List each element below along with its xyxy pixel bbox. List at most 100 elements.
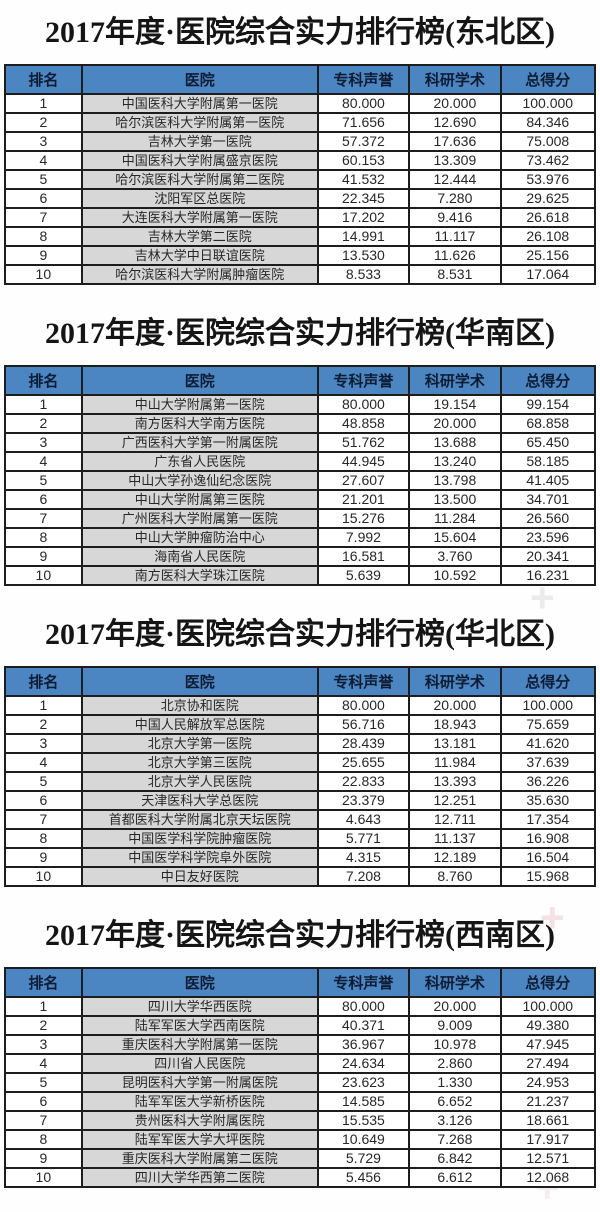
- total-score-cell: 12.068: [499, 1167, 597, 1188]
- table-row: 3 吉林大学第一医院 57.372 17.636 75.008: [4, 131, 597, 152]
- hospital-cell: 中国医科大学附属盛京医院: [80, 150, 319, 171]
- specialty-score-cell: 28.439: [316, 733, 411, 754]
- ranking-table-south-china: 排名 医院 专科声誉 科研学术 总得分 1 中山大学附属第一医院 80.000 19.…: [4, 365, 597, 586]
- research-score-cell: 19.154: [408, 394, 502, 415]
- hospital-cell: 中山大学附属第三医院: [80, 489, 319, 510]
- research-score-cell: 6.612: [408, 1167, 502, 1188]
- hospital-cell: 广州医科大学附属第一医院: [80, 508, 319, 529]
- header-specialty: 专科声誉: [316, 365, 411, 396]
- hospital-cell: 南方医科大学珠江医院: [80, 565, 319, 586]
- header-rank: 排名: [4, 666, 83, 697]
- section-north-china: 2017年度·医院综合实力排行榜(华北区) 排名 医院 专科声誉 科研学术 总得…: [0, 616, 600, 887]
- table-body: 1 中山大学附属第一医院 80.000 19.154 99.154 2 南方医科大学南方医院…: [4, 394, 597, 586]
- hospital-cell: 北京大学第一医院: [80, 733, 319, 754]
- specialty-score-cell: 23.623: [316, 1072, 411, 1093]
- header-hospital: 医院: [80, 666, 319, 697]
- research-score-cell: 7.268: [408, 1129, 502, 1150]
- header-specialty: 专科声誉: [316, 666, 411, 697]
- research-score-cell: 6.652: [408, 1091, 502, 1112]
- research-score-cell: 9.416: [408, 207, 502, 228]
- specialty-score-cell: 5.456: [316, 1167, 411, 1188]
- total-score-cell: 29.625: [499, 188, 597, 209]
- hospital-cell: 四川大学华西第二医院: [80, 1167, 319, 1188]
- research-score-cell: 20.000: [408, 996, 502, 1017]
- header-total: 总得分: [499, 666, 597, 697]
- specialty-score-cell: 17.202: [316, 207, 411, 228]
- total-score-cell: 35.630: [499, 790, 597, 811]
- table-row: 5 北京大学人民医院 22.833 13.393 36.226: [4, 771, 597, 792]
- rank-cell: 5: [4, 1072, 83, 1093]
- ranking-table-northeast: 排名 医院 专科声誉 科研学术 总得分 1 中国医科大学附属第一医院 80.000 2…: [4, 64, 597, 285]
- total-score-cell: 53.976: [499, 169, 597, 190]
- research-score-cell: 20.000: [408, 93, 502, 114]
- specialty-score-cell: 80.000: [316, 93, 411, 114]
- table-row: 7 广州医科大学附属第一医院 15.276 11.284 26.560: [4, 508, 597, 529]
- research-score-cell: 13.181: [408, 733, 502, 754]
- header-hospital: 医院: [80, 967, 319, 998]
- specialty-score-cell: 4.315: [316, 847, 411, 868]
- research-score-cell: 12.690: [408, 112, 502, 133]
- specialty-score-cell: 80.000: [316, 996, 411, 1017]
- total-score-cell: 16.908: [499, 828, 597, 849]
- section-title-north-china: 2017年度·医院综合实力排行榜(华北区): [45, 618, 555, 651]
- header-rank: 排名: [4, 967, 83, 998]
- rank-cell: 1: [4, 93, 83, 114]
- specialty-score-cell: 15.535: [316, 1110, 411, 1131]
- rank-cell: 1: [4, 695, 83, 716]
- header-research: 科研学术: [408, 64, 502, 95]
- specialty-score-cell: 22.345: [316, 188, 411, 209]
- rank-cell: 5: [4, 771, 83, 792]
- table-row: 9 吉林大学中日联谊医院 13.530 11.626 25.156: [4, 245, 597, 266]
- hospital-cell: 中山大学肿瘤防治中心: [80, 527, 319, 548]
- total-score-cell: 24.953: [499, 1072, 597, 1093]
- header-row: 排名 医院 专科声誉 科研学术 总得分: [4, 666, 597, 697]
- specialty-score-cell: 14.991: [316, 226, 411, 247]
- table-row: 2 哈尔滨医科大学附属第一医院 71.656 12.690 84.346: [4, 112, 597, 133]
- ranking-table-north-china: 排名 医院 专科声誉 科研学术 总得分 1 北京协和医院 80.000 20.000 1…: [4, 666, 597, 887]
- total-score-cell: 68.858: [499, 413, 597, 434]
- hospital-cell: 贵州医科大学附属医院: [80, 1110, 319, 1131]
- table-row: 9 重庆医科大学附属第二医院 5.729 6.842 12.571: [4, 1148, 597, 1169]
- rank-cell: 4: [4, 451, 83, 472]
- rank-cell: 4: [4, 150, 83, 171]
- research-score-cell: 11.137: [408, 828, 502, 849]
- section-title-southwest: 2017年度·医院综合实力排行榜(西南区): [45, 919, 555, 952]
- total-score-cell: 26.560: [499, 508, 597, 529]
- research-score-cell: 11.984: [408, 752, 502, 773]
- total-score-cell: 20.341: [499, 546, 597, 567]
- specialty-score-cell: 5.639: [316, 565, 411, 586]
- rank-cell: 8: [4, 527, 83, 548]
- header-research: 科研学术: [408, 666, 502, 697]
- specialty-score-cell: 80.000: [316, 394, 411, 415]
- total-score-cell: 100.000: [499, 695, 597, 716]
- rank-cell: 9: [4, 1148, 83, 1169]
- rank-cell: 10: [4, 264, 83, 285]
- hospital-cell: 昆明医科大学第一附属医院: [80, 1072, 319, 1093]
- header-rank: 排名: [4, 64, 83, 95]
- research-score-cell: 13.500: [408, 489, 502, 510]
- total-score-cell: 16.231: [499, 565, 597, 586]
- table-row: 9 海南省人民医院 16.581 3.760 20.341: [4, 546, 597, 567]
- section-northeast: 2017年度·医院综合实力排行榜(东北区) 排名 医院 专科声誉 科研学术 总得…: [0, 14, 600, 285]
- total-score-cell: 41.405: [499, 470, 597, 491]
- research-score-cell: 3.126: [408, 1110, 502, 1131]
- research-score-cell: 8.760: [408, 866, 502, 887]
- table-row: 8 中国医学科学院肿瘤医院 5.771 11.137 16.908: [4, 828, 597, 849]
- table-row: 2 中国人民解放军总医院 56.716 18.943 75.659: [4, 714, 597, 735]
- rank-cell: 10: [4, 1167, 83, 1188]
- header-row: 排名 医院 专科声誉 科研学术 总得分: [4, 967, 597, 998]
- research-score-cell: 1.330: [408, 1072, 502, 1093]
- hospital-cell: 四川大学华西医院: [80, 996, 319, 1017]
- table-row: 7 大连医科大学附属第一医院 17.202 9.416 26.618: [4, 207, 597, 228]
- total-score-cell: 23.596: [499, 527, 597, 548]
- hospital-cell: 海南省人民医院: [80, 546, 319, 567]
- rank-cell: 6: [4, 1091, 83, 1112]
- specialty-score-cell: 24.634: [316, 1053, 411, 1074]
- rank-cell: 8: [4, 226, 83, 247]
- total-score-cell: 36.226: [499, 771, 597, 792]
- research-score-cell: 10.592: [408, 565, 502, 586]
- table-row: 4 广东省人民医院 44.945 13.240 58.185: [4, 451, 597, 472]
- research-score-cell: 13.688: [408, 432, 502, 453]
- hospital-cell: 陆军军医大学大坪医院: [80, 1129, 319, 1150]
- table-row: 4 中国医科大学附属盛京医院 60.153 13.309 73.462: [4, 150, 597, 171]
